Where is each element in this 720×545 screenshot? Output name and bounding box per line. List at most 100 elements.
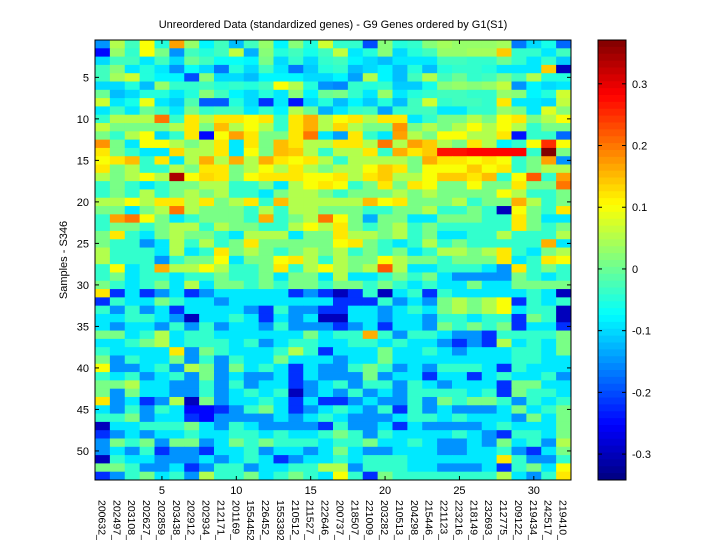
- heatmap-cell: [392, 355, 408, 365]
- heatmap-cell: [303, 206, 319, 215]
- heatmap-cell: [422, 405, 438, 414]
- heatmap-cell: [214, 255, 230, 265]
- heatmap-cell: [541, 73, 557, 82]
- heatmap-cell: [481, 156, 498, 165]
- heatmap-cell: [377, 280, 393, 290]
- heatmap-cell: [407, 380, 423, 390]
- heatmap-cell: [556, 239, 572, 248]
- colorbar-segment: [598, 40, 626, 48]
- heatmap-cell: [422, 64, 438, 74]
- heatmap-cell: [154, 313, 170, 323]
- heatmap-cell: [466, 131, 483, 141]
- heatmap-cell: [258, 413, 274, 423]
- heatmap-cell: [318, 64, 334, 74]
- heatmap-cell: [556, 56, 572, 66]
- heatmap-cell: [273, 355, 289, 365]
- heatmap-cell: [511, 396, 527, 406]
- heatmap-cell: [496, 289, 512, 298]
- heatmap-cell: [109, 313, 126, 323]
- colorbar-segment: [598, 273, 626, 282]
- colorbar-segment: [598, 53, 626, 62]
- heatmap-cell: [169, 239, 185, 248]
- heatmap-cell: [481, 388, 498, 398]
- heatmap-cell: [422, 214, 438, 224]
- heatmap-cell: [303, 338, 319, 348]
- heatmap-cell: [481, 189, 498, 199]
- heatmap-cell: [109, 471, 126, 481]
- heatmap-cell: [407, 197, 423, 207]
- heatmap-cell: [333, 206, 349, 215]
- heatmap-cell: [437, 347, 453, 356]
- heatmap-cell: [318, 172, 334, 182]
- heatmap-cell: [347, 305, 364, 315]
- heatmap-cell: [95, 123, 111, 132]
- heatmap-cell: [526, 206, 542, 215]
- colorbar-segment: [598, 431, 626, 440]
- heatmap-cell: [437, 471, 453, 481]
- heatmap-cell: [258, 471, 274, 481]
- heatmap-cell: [556, 388, 572, 398]
- colorbar-tick-label: -0.3: [632, 449, 651, 461]
- heatmap-cell: [318, 471, 334, 481]
- heatmap-cell: [556, 405, 572, 414]
- heatmap-cell: [347, 131, 364, 141]
- heatmap-cell: [214, 455, 230, 464]
- heatmap-cell: [109, 255, 126, 265]
- heatmap-cell: [228, 272, 245, 282]
- heatmap-cell: [169, 181, 185, 190]
- heatmap-cell: [109, 322, 126, 331]
- heatmap-cell: [511, 139, 527, 149]
- heatmap-cell: [258, 189, 274, 199]
- heatmap-cell: [347, 363, 364, 373]
- heatmap-cell: [407, 338, 423, 348]
- heatmap-cell: [199, 247, 215, 257]
- heatmap-cell: [541, 214, 557, 224]
- heatmap-cell: [303, 239, 319, 248]
- colorbar-tick-label: 0.1: [632, 202, 647, 214]
- heatmap-cell: [362, 338, 379, 348]
- heatmap-cell: [362, 305, 379, 315]
- heatmap-cell: [303, 438, 319, 448]
- heatmap-cell: [169, 455, 185, 464]
- heatmap-cell: [169, 280, 185, 290]
- heatmap-cell: [541, 98, 557, 107]
- heatmap-cell: [95, 280, 111, 290]
- heatmap-cell: [139, 396, 155, 406]
- heatmap-cell: [109, 114, 126, 124]
- heatmap-cell: [452, 56, 468, 66]
- heatmap-cell: [288, 123, 304, 132]
- heatmap-cell: [333, 156, 349, 165]
- heatmap-cell: [362, 131, 379, 141]
- y-axis-label: Samples - S346: [58, 221, 70, 299]
- heatmap-cell: [258, 396, 274, 406]
- heatmap-cell: [496, 388, 512, 398]
- heatmap-cell: [214, 114, 230, 124]
- heatmap-cell: [407, 147, 423, 157]
- heatmap-cell: [95, 147, 111, 157]
- colorbar-segment: [598, 163, 626, 172]
- heatmap-cell: [392, 297, 408, 307]
- heatmap-cell: [333, 139, 349, 149]
- heatmap-cell: [466, 56, 483, 66]
- heatmap-cell: [243, 172, 260, 182]
- heatmap-cell: [407, 189, 423, 199]
- heatmap-cell: [228, 347, 245, 356]
- heatmap-cell: [109, 405, 126, 414]
- heatmap-cell: [124, 189, 141, 199]
- heatmap-cell: [481, 106, 498, 116]
- heatmap-cell: [124, 206, 141, 215]
- heatmap-cell: [496, 471, 512, 481]
- heatmap-cell: [466, 313, 483, 323]
- heatmap-cell: [511, 214, 527, 224]
- x-category-label: 203438_: [170, 500, 182, 540]
- heatmap-cell: [243, 106, 260, 116]
- heatmap-cell: [392, 89, 408, 99]
- heatmap-cell: [526, 446, 542, 456]
- heatmap-cell: [481, 206, 498, 215]
- heatmap-cell: [392, 255, 408, 265]
- heatmap-cell: [214, 81, 230, 91]
- heatmap-cell: [258, 347, 274, 356]
- heatmap-cell: [199, 438, 215, 448]
- heatmap-cell: [258, 388, 274, 398]
- heatmap-cell: [124, 372, 141, 381]
